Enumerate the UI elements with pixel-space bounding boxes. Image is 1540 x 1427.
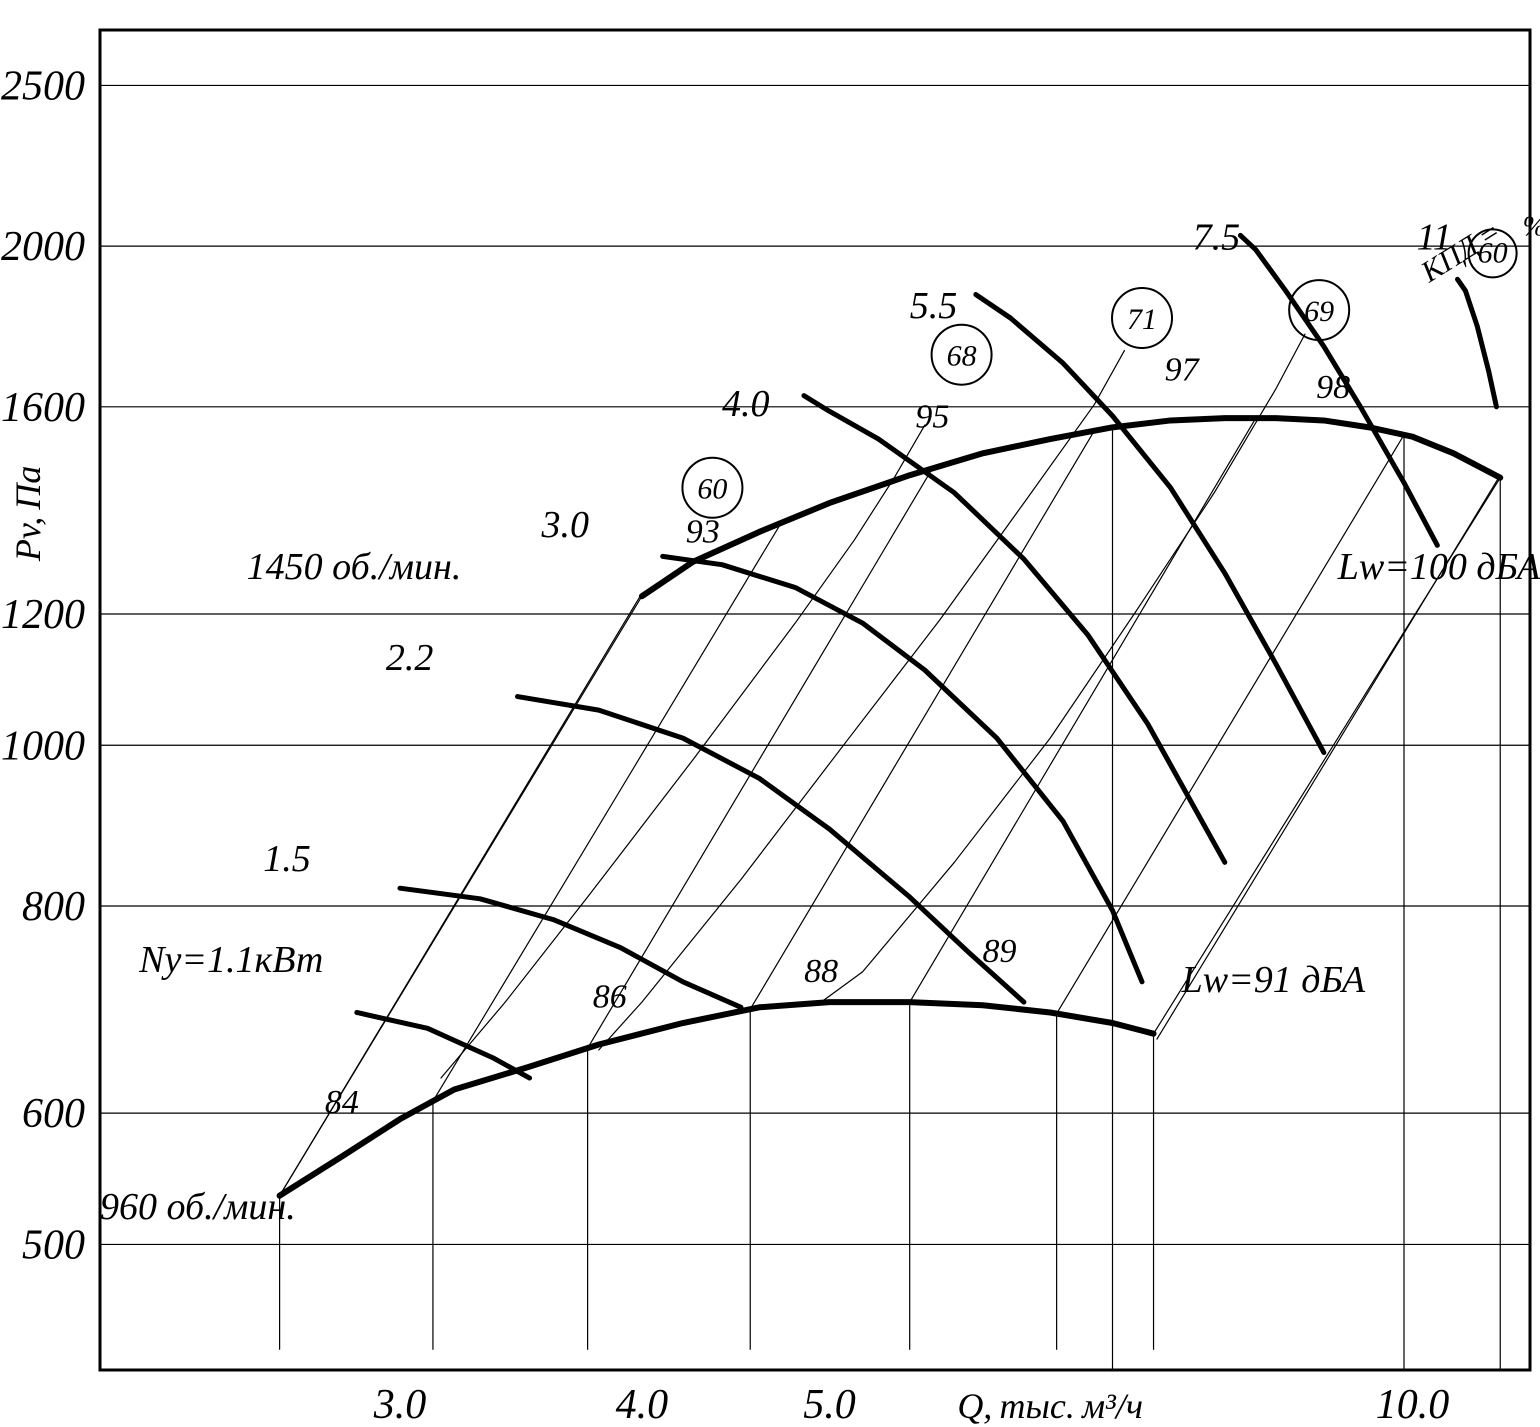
power-label: 2.2 [386,637,434,679]
noise-label: 93 [686,514,720,551]
efficiency-value: 68 [947,340,977,373]
power-label: Ny=1.1кВт [138,939,323,981]
rpm-label: 960 об./мин. [100,1186,296,1228]
rpm-label: 1450 об./мин. [247,546,462,588]
y-axis-label: Pv, Па [8,466,48,563]
y-tick-label: 2500 [1,63,85,109]
power-curve [663,556,1142,982]
y-tick-label: 600 [22,1091,85,1137]
noise-label: 84 [325,1084,359,1121]
efficiency-value: 60 [697,473,727,506]
power-curve [976,295,1324,753]
y-tick-label: 1200 [1,592,85,638]
lw-label: Lw=100 дБА [1337,546,1540,588]
power-label: 4.0 [722,383,770,425]
x-tick-label: 3.0 [373,1382,427,1427]
plot-border [100,30,1530,1370]
efficiency-line [599,351,1125,1050]
power-label: 3.0 [541,504,590,546]
power-label: 11 [1417,217,1452,259]
lw-label: Lw=91 дБА [1181,959,1366,1001]
power-curve [357,1012,530,1078]
power-label: 7.5 [1193,217,1241,259]
x-axis-label: Q, тыс. м³/ч [957,1386,1143,1426]
y-tick-label: 500 [22,1222,85,1268]
noise-label: 98 [1316,369,1350,406]
x-tick-label: 5.0 [803,1382,856,1427]
power-curve [517,697,1023,1003]
fan-radial-line [1057,435,1404,1014]
x-tick-label: 4.0 [616,1382,669,1427]
power-label: 1.5 [263,838,311,880]
power-curve [1457,279,1496,407]
noise-label: 88 [804,953,838,990]
x-tick-label: 10.0 [1376,1382,1450,1427]
kpd-percent: % [1523,211,1540,242]
fan-radial-line [910,418,1256,1002]
noise-label: 97 [1165,351,1201,388]
noise-label: 95 [915,398,949,435]
y-tick-label: 2000 [1,224,85,270]
power-label: 5.5 [910,285,958,327]
y-tick-label: 1600 [1,385,85,431]
y-tick-label: 1000 [1,723,85,769]
rpm-curve [280,1002,1154,1196]
fan-chart: 500 600 800 1000 1200 1600 2000 2500 3.0 4.0 5.0 10… [0,0,1540,1427]
noise-label: 89 [983,933,1017,970]
efficiency-value: 71 [1127,303,1157,336]
noise-label: 86 [593,978,627,1015]
y-tick-label: 800 [22,884,85,930]
